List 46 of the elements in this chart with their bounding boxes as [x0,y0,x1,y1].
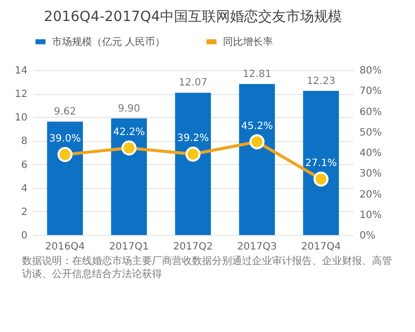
x-tick-label: 2017Q3 [237,242,277,252]
y2-tick-label: 50% [360,127,382,138]
y-tick-label: 10 [14,112,28,124]
y-tick-label: 12 [14,89,28,100]
point [313,172,329,187]
text: 数据说明：在线婚恋市场主要厂商营收数据分别通过企业审计报告、企业财报、高管访谈、公开信息结合方法论获得 [22,255,393,281]
legend-label: 同比增长率 [223,36,273,48]
point [249,134,265,150]
chart-title: 2016Q4-2017Q4中国互联网婚恋交友市场规模 [44,9,342,25]
data-label: 9.62 [54,106,76,118]
bar [175,92,211,235]
y2-tick-label: 60% [360,106,382,118]
bar [111,118,147,235]
y2-tick-label: 30% [360,168,382,180]
legend-label: 市场规模（亿元 人民币） [52,36,166,48]
data-label: 42.2% [113,126,145,138]
point [121,140,137,156]
y-tick-label: 2 [21,206,28,218]
y-tick-label: 8 [21,136,28,148]
point [185,146,201,162]
data-label: 12.07 [178,78,208,89]
x-tick-label: 2017Q4 [301,242,341,252]
y-tick-label: 4 [21,183,28,194]
bar [303,90,339,235]
point [57,147,73,162]
data-label: 27.1% [305,158,337,170]
bar [239,84,275,235]
x-tick-label: 2017Q1 [109,242,149,252]
y2-tick-label: 70% [360,86,382,98]
data-label: 45.2% [241,120,273,132]
y-tick-label: 0 [21,230,28,242]
y2-tick-label: 80% [360,66,382,76]
y2-tick-label: 20% [360,189,382,200]
y-tick-label: 14 [14,66,28,76]
y-tick-label: 6 [21,160,28,171]
y2-tick-label: 40% [360,148,382,159]
y2-tick-label: 0% [360,230,376,242]
data-label: 39.2% [177,133,209,144]
x-tick-label: 2017Q2 [173,242,213,252]
y2-tick-label: 10% [360,210,382,221]
x-tick-label: 2016Q4 [45,242,85,252]
data-label: 9.90 [118,103,140,114]
data-label: 12.81 [242,69,272,80]
data-label: 39.0% [49,134,81,145]
bar [47,122,83,235]
data-label: 12.23 [306,76,336,87]
